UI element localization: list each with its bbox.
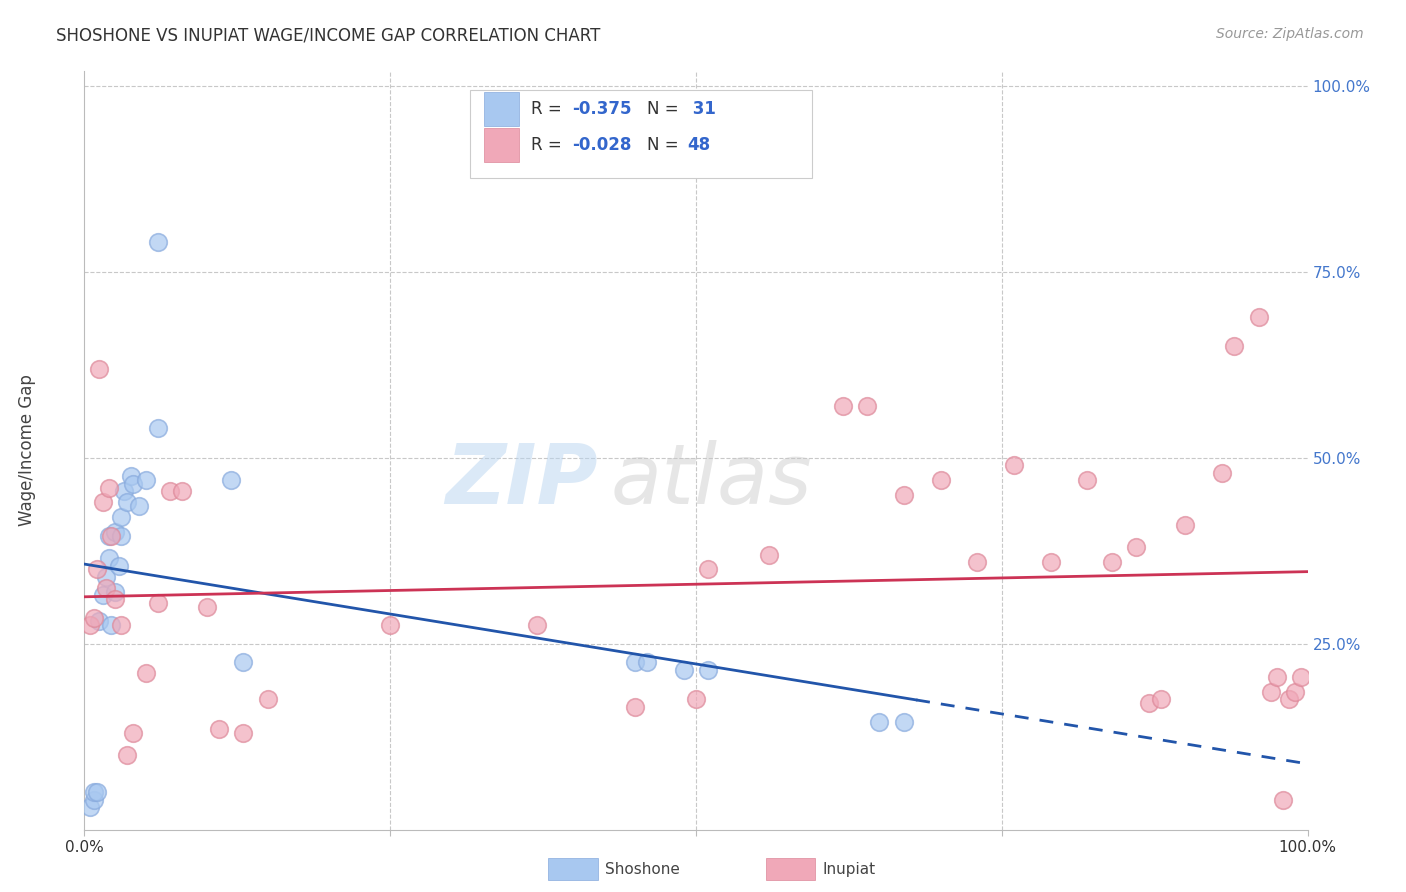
Point [758, 548, 780, 562]
Point [83, 785, 105, 799]
Point [1101, 555, 1123, 569]
Point [122, 476, 145, 491]
Point [526, 618, 548, 632]
Point [208, 723, 231, 737]
Point [112, 484, 135, 499]
Point [966, 555, 988, 569]
Point [624, 655, 647, 669]
Point [219, 473, 242, 487]
Point [1211, 466, 1233, 480]
Point [135, 666, 157, 681]
Point [87, 361, 110, 376]
Y-axis label: Wage/Income Gap: Wage/Income Gap [18, 375, 35, 526]
Text: atlas: atlas [610, 441, 813, 521]
Text: Inupiat: Inupiat [823, 863, 876, 877]
Point [86, 785, 108, 799]
Point [1150, 692, 1173, 706]
Text: -0.028: -0.028 [572, 136, 631, 154]
Point [96, 581, 118, 595]
Point [128, 500, 150, 514]
Point [672, 663, 695, 677]
Point [100, 529, 122, 543]
Point [1284, 685, 1306, 699]
Point [104, 525, 127, 540]
FancyBboxPatch shape [484, 128, 519, 162]
Text: Shoshone: Shoshone [605, 863, 679, 877]
Text: N =: N = [647, 100, 683, 119]
Point [120, 469, 142, 483]
Point [115, 748, 138, 763]
Point [831, 399, 853, 413]
Point [97, 529, 120, 543]
Point [1125, 540, 1147, 554]
Point [104, 584, 127, 599]
Point [1002, 458, 1025, 473]
Text: R =: R = [531, 100, 567, 119]
Text: R =: R = [531, 136, 567, 154]
Point [1278, 692, 1301, 706]
Point [1137, 696, 1160, 710]
Text: ZIP: ZIP [446, 441, 598, 521]
Text: -0.375: -0.375 [572, 100, 631, 119]
Text: N =: N = [647, 136, 683, 154]
Point [1260, 685, 1282, 699]
Point [232, 655, 254, 669]
Point [232, 726, 254, 740]
Point [86, 562, 108, 576]
Point [636, 655, 658, 669]
Point [1247, 310, 1270, 324]
Text: 48: 48 [688, 136, 710, 154]
Point [697, 663, 720, 677]
Point [110, 618, 132, 632]
Text: 31: 31 [688, 100, 716, 119]
Point [624, 699, 647, 714]
Point [91, 495, 114, 509]
Point [83, 611, 105, 625]
Point [146, 421, 169, 435]
Point [97, 481, 120, 495]
Point [257, 692, 280, 706]
Point [135, 473, 157, 487]
Text: SHOSHONE VS INUPIAT WAGE/INCOME GAP CORRELATION CHART: SHOSHONE VS INUPIAT WAGE/INCOME GAP CORR… [56, 27, 600, 45]
Text: Source: ZipAtlas.com: Source: ZipAtlas.com [1216, 27, 1364, 41]
Point [685, 692, 707, 706]
Point [96, 570, 118, 584]
Point [110, 510, 132, 524]
Point [697, 562, 720, 576]
Point [172, 484, 194, 499]
Point [104, 592, 127, 607]
Point [1272, 793, 1295, 807]
Point [146, 235, 169, 250]
Point [115, 495, 138, 509]
FancyBboxPatch shape [484, 92, 519, 127]
FancyBboxPatch shape [470, 90, 813, 178]
Point [91, 589, 114, 603]
Point [159, 484, 181, 499]
Point [1223, 339, 1246, 353]
Point [83, 793, 105, 807]
Point [110, 529, 132, 543]
Point [1174, 517, 1197, 532]
Point [195, 599, 218, 614]
Point [1265, 670, 1288, 684]
Point [380, 618, 402, 632]
Point [893, 488, 915, 502]
Point [146, 596, 169, 610]
Point [1076, 473, 1098, 487]
Point [107, 558, 129, 573]
Point [79, 800, 101, 814]
Point [929, 473, 952, 487]
Point [1291, 670, 1313, 684]
Point [893, 714, 915, 729]
Point [97, 551, 120, 566]
Point [122, 726, 145, 740]
Point [87, 615, 110, 629]
Point [1039, 555, 1062, 569]
Point [856, 399, 879, 413]
Point [79, 618, 101, 632]
Point [869, 714, 891, 729]
Point [100, 618, 122, 632]
